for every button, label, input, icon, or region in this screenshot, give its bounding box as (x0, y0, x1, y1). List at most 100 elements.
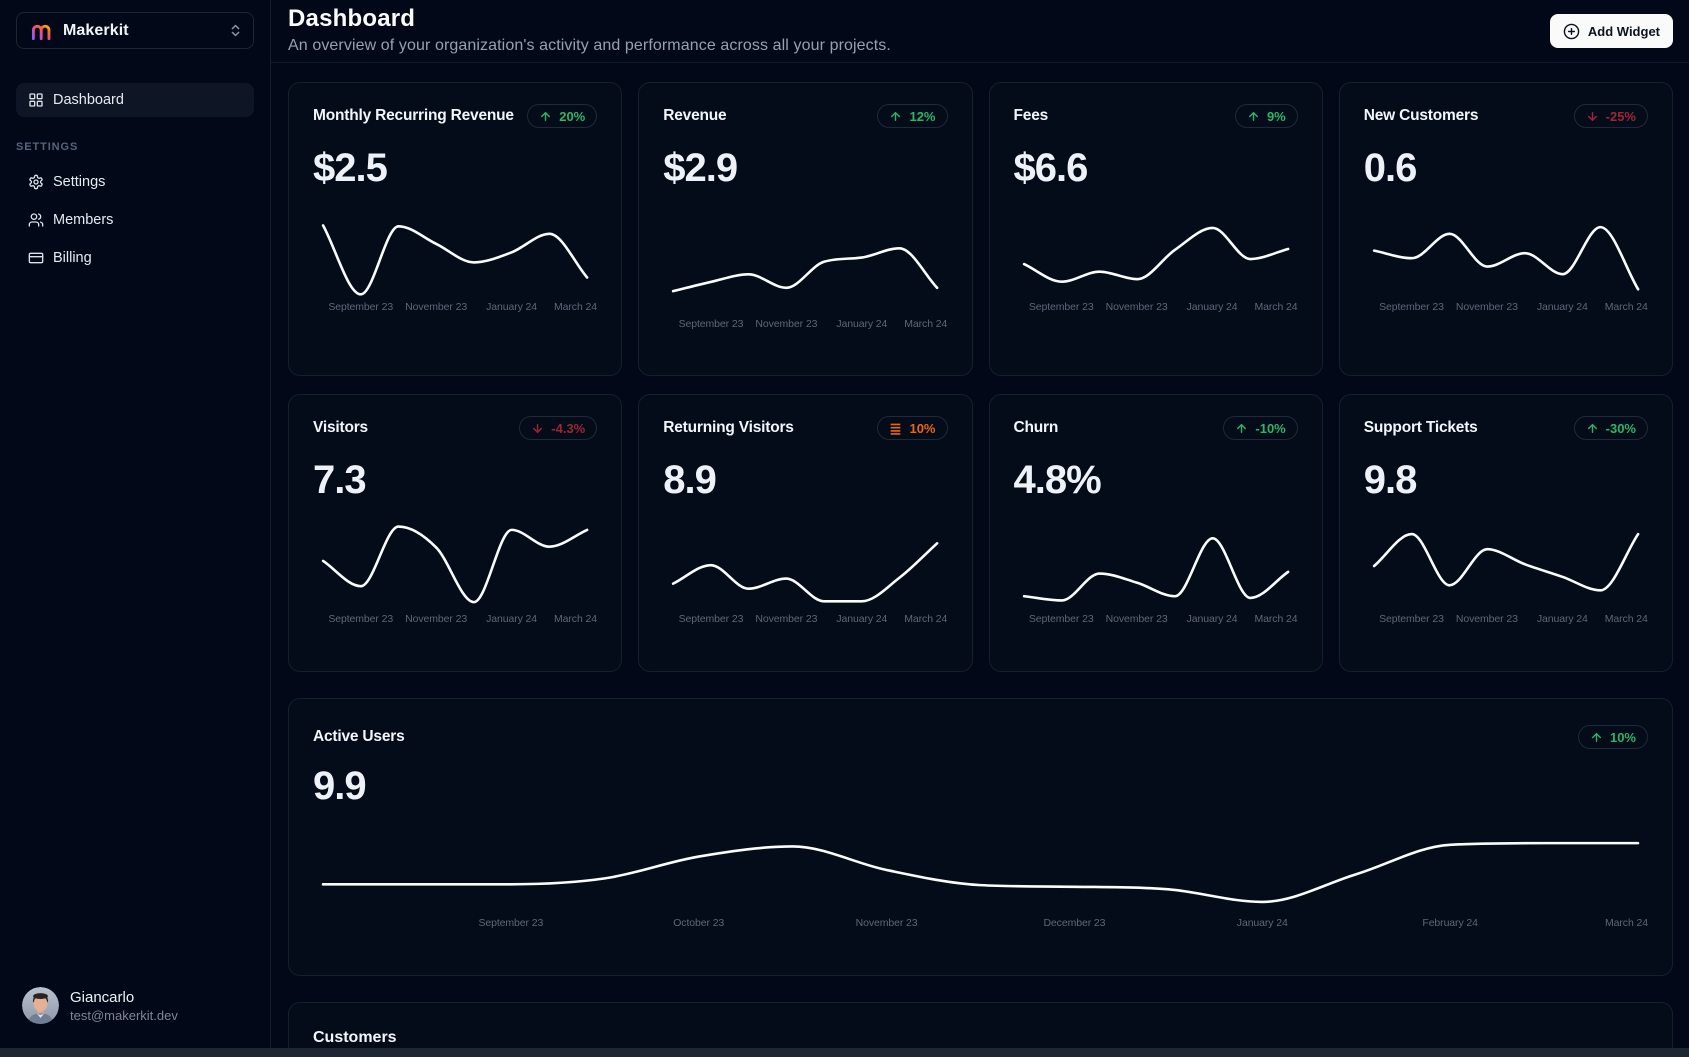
card-value: 7.3 (313, 458, 367, 502)
stat-card: Revenue 12% $2.9 September 23 November 23… (638, 82, 973, 376)
chart-block: September 23 November 23 January 24 March 2… (1014, 209, 1298, 315)
page-title: Dashboard (288, 5, 416, 32)
chart-block: September 23 November 23 January 24 March 2… (1364, 521, 1648, 627)
arrow-up-icon (539, 110, 552, 123)
x-axis-tick: September 23 (328, 613, 394, 625)
sidebar-item-label: Settings (53, 173, 106, 190)
stat-card: Monthly Recurring Revenue 20% $2.5 Septe… (288, 82, 623, 376)
layout-grid-icon (28, 92, 44, 108)
x-axis-tick: March 24 (1254, 613, 1298, 625)
page-header-text: Dashboard An overview of your organizati… (288, 4, 891, 55)
chevrons-up-down-icon (228, 23, 243, 38)
user-name: Giancarlo (70, 988, 135, 1006)
page-subtitle: An overview of your organization's activ… (288, 37, 891, 54)
x-axis-tick: March 24 (1605, 917, 1648, 929)
card-head: Returning Visitors 10% (663, 416, 948, 440)
sparkline-chart (1022, 226, 1289, 284)
card-value: 9.9 (313, 764, 367, 808)
x-axis-tick: January 24 (1536, 301, 1588, 313)
trend-badge: 12% (877, 104, 948, 128)
card-title: Visitors (313, 419, 368, 436)
credit-card-icon (28, 250, 44, 266)
sidebar-section-label: SETTINGS (16, 141, 79, 153)
trend-label: -10% (1255, 420, 1286, 436)
settings-nav: Settings Members Billing (16, 165, 254, 274)
sidebar-item-dashboard[interactable]: Dashboard (16, 83, 254, 117)
x-axis-tick: September 23 (478, 917, 544, 929)
card-value: 9.8 (1363, 458, 1418, 502)
x-axis-tick: September 23 (1379, 613, 1444, 625)
x-axis-tick: March 24 (554, 613, 597, 625)
menu-icon (889, 422, 902, 435)
trend-badge: -30% (1573, 416, 1648, 440)
page-header: Dashboard An overview of your organizati… (271, 0, 1689, 63)
sparkline-chart (321, 525, 589, 604)
customers-title: Customers (313, 1029, 397, 1046)
x-axis-tick: November 23 (1455, 613, 1518, 625)
add-widget-button[interactable]: Add Widget (1549, 14, 1673, 48)
sidebar-item-label: Members (53, 211, 114, 228)
card-value: 4.8% (1013, 458, 1102, 502)
x-axis-tick: November 23 (1455, 301, 1518, 313)
team-selector[interactable]: Makerkit (16, 12, 254, 49)
stat-card: Returning Visitors 10% 8.9 September 23 N… (638, 394, 973, 672)
x-axis-tick: January 24 (1186, 613, 1238, 625)
card-title: New Customers (1363, 107, 1479, 124)
card-head: Revenue 12% (663, 104, 948, 128)
sidebar-item-label: Dashboard (53, 92, 124, 108)
x-axis-tick: January 24 (1236, 917, 1288, 929)
x-axis-tick: February 24 (1422, 917, 1478, 929)
stat-card: Fees 9% $6.6 September 23 November 23 Janu… (988, 82, 1323, 376)
trend-badge: -10% (1223, 416, 1298, 440)
x-axis-labels: September 23 November 23 January 24 March 2… (313, 301, 597, 315)
card-title: Revenue (663, 107, 727, 124)
sidebar-item-label: Billing (53, 249, 92, 266)
card-title: Support Tickets (1363, 419, 1478, 436)
stat-card: Support Tickets -30% 9.8 September 23 Nov… (1338, 394, 1673, 672)
chart-block: September 23 November 23 January 24 March 2… (663, 226, 947, 332)
sidebar-item-billing[interactable]: Billing (16, 241, 254, 274)
card-title: Active Users (313, 728, 405, 745)
chart-block: September 23 October 23 November 23 Decembe… (313, 825, 1648, 931)
card-value: $6.6 (1013, 146, 1089, 190)
x-axis-tick: January 24 (1536, 613, 1588, 625)
sidebar-item-members[interactable]: Members (16, 203, 254, 236)
sidebar-item-settings[interactable]: Settings (16, 165, 254, 198)
x-axis-tick: October 23 (673, 917, 725, 929)
chart-block: September 23 November 23 January 24 March 2… (313, 521, 597, 627)
trend-badge: 9% (1234, 104, 1298, 128)
x-axis-labels: September 23 October 23 November 23 Decembe… (313, 917, 1648, 931)
x-axis-tick: January 24 (486, 301, 538, 313)
x-axis-labels: September 23 November 23 January 24 March 2… (1364, 613, 1648, 627)
gear-icon (28, 174, 44, 190)
users-icon (28, 212, 44, 228)
x-axis-tick: September 23 (678, 318, 744, 330)
sparkline-chart (321, 224, 589, 296)
card-head: Support Tickets -30% (1364, 416, 1648, 440)
trend-badge: 20% (527, 104, 598, 128)
trend-label: 20% (559, 108, 586, 124)
sparkline-chart (1372, 532, 1640, 592)
x-axis-labels: September 23 November 23 January 24 March 2… (1364, 301, 1648, 315)
sparkline-chart (1372, 225, 1640, 291)
arrow-up-icon (1586, 422, 1599, 435)
avatar (22, 987, 59, 1024)
x-axis-tick: September 23 (328, 301, 394, 313)
x-axis-labels: September 23 November 23 January 24 March 2… (1014, 613, 1298, 627)
customers-card: Customers (288, 1002, 1673, 1057)
arrow-up-icon (889, 110, 902, 123)
stat-card: Visitors -4.3% 7.3 September 23 November … (288, 394, 623, 672)
x-axis-tick: March 24 (1604, 301, 1648, 313)
stat-cards-grid: Monthly Recurring Revenue 20% $2.5 Septe… (288, 82, 1673, 672)
x-axis-tick: November 23 (755, 613, 818, 625)
chart-block: September 23 November 23 January 24 March 2… (313, 209, 597, 315)
trend-badge: 10% (1577, 725, 1648, 749)
card-title: Monthly Recurring Revenue (313, 107, 514, 124)
card-value: $2.9 (663, 146, 738, 190)
user-footer[interactable]: Giancarlo test@makerkit.dev (22, 987, 254, 1024)
card-head: New Customers -25% (1364, 104, 1648, 128)
x-axis-tick: March 24 (1604, 613, 1648, 625)
x-axis-tick: March 24 (904, 318, 948, 330)
trend-label: 9% (1266, 108, 1286, 124)
arrow-up-icon (1235, 422, 1248, 435)
